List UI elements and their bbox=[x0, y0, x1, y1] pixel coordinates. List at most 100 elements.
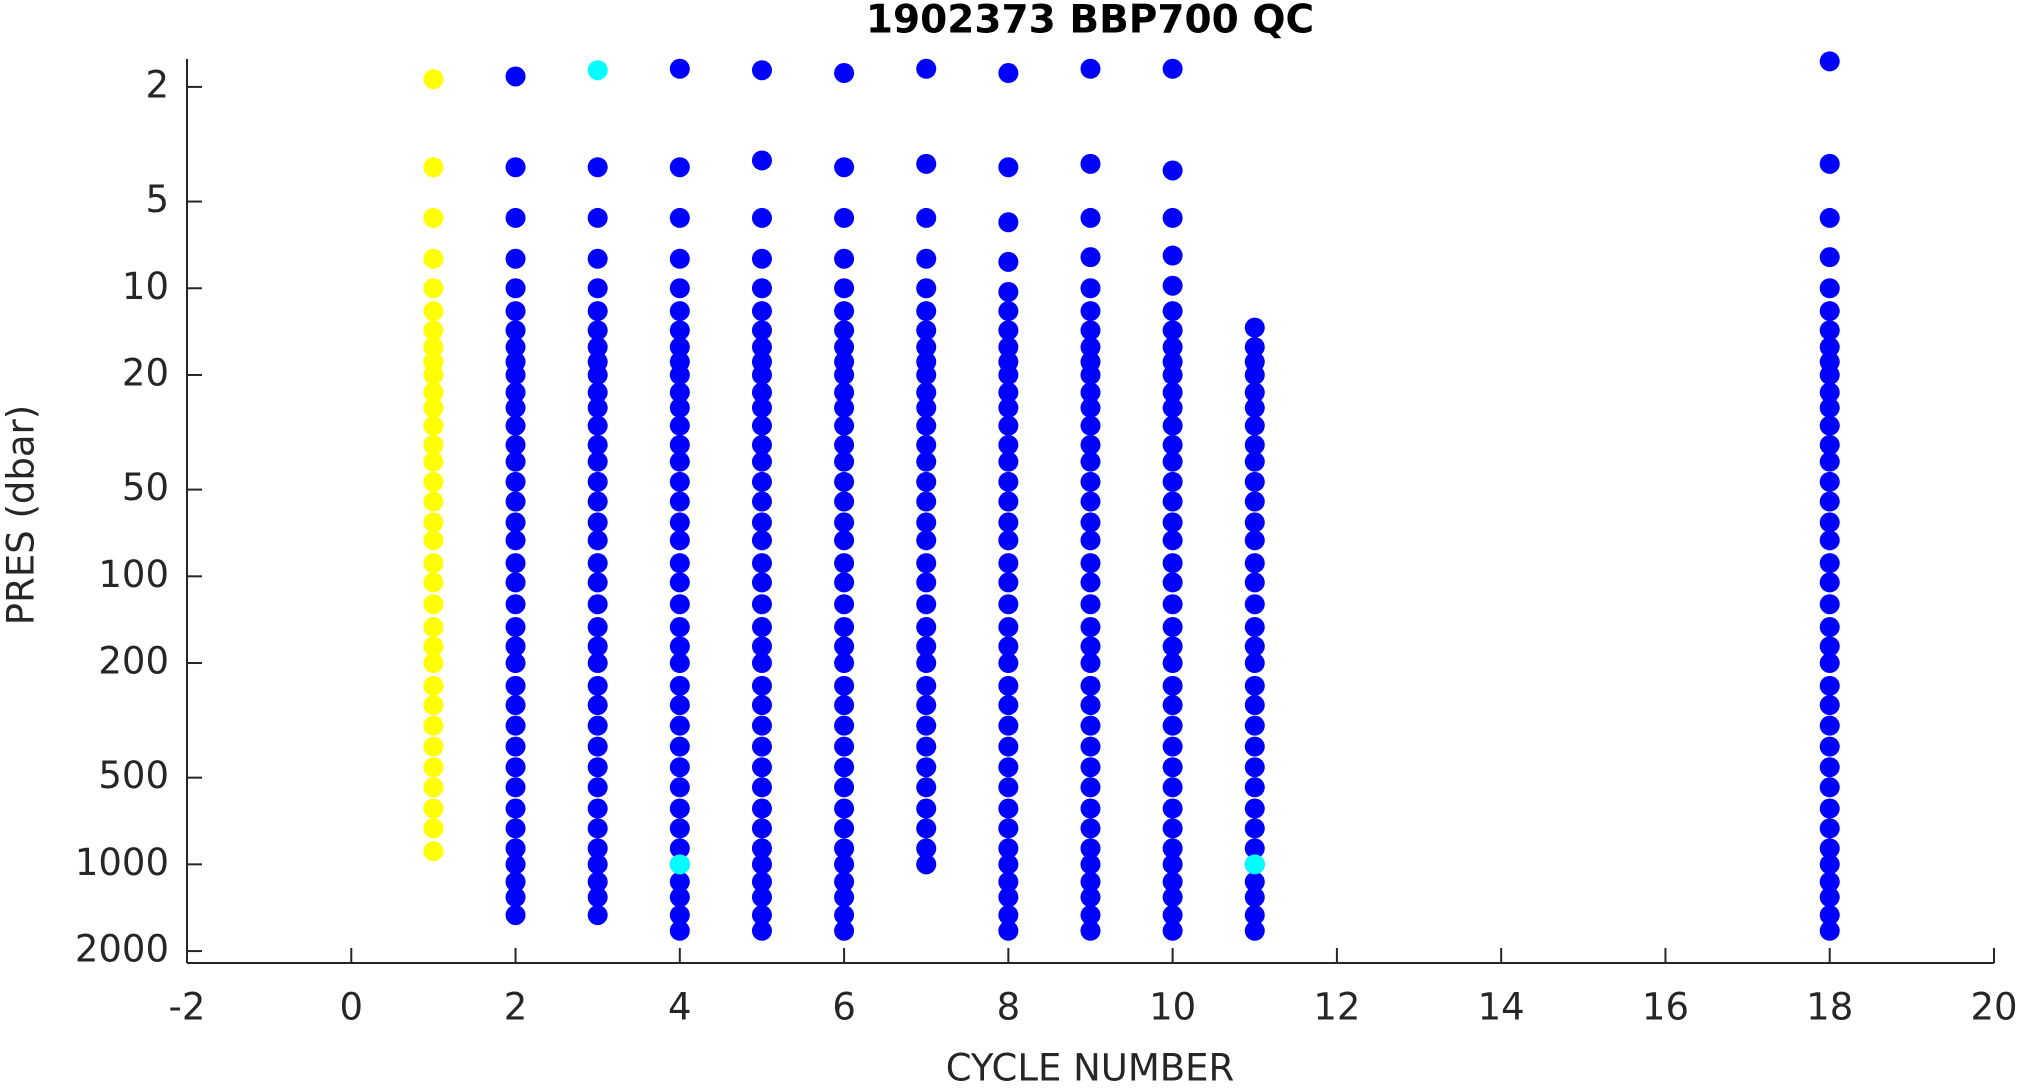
data-point bbox=[669, 434, 690, 455]
data-point bbox=[423, 337, 444, 358]
data-point bbox=[916, 675, 937, 696]
data-point bbox=[1162, 757, 1183, 778]
data-point bbox=[587, 798, 608, 819]
y-tick-label: 2 bbox=[145, 63, 169, 106]
data-point bbox=[423, 777, 444, 798]
data-point bbox=[916, 301, 937, 322]
data-point bbox=[916, 636, 937, 657]
data-point bbox=[834, 871, 855, 892]
x-tick-label: 2 bbox=[504, 986, 528, 1029]
data-point bbox=[423, 415, 444, 436]
data-point bbox=[1080, 397, 1101, 418]
data-point bbox=[1244, 434, 1265, 455]
data-point bbox=[1162, 594, 1183, 615]
data-point bbox=[751, 207, 772, 228]
data-point bbox=[1819, 838, 1840, 859]
data-point bbox=[998, 491, 1019, 512]
x-tick-label: 8 bbox=[997, 986, 1021, 1029]
data-point bbox=[505, 66, 526, 87]
data-point bbox=[751, 715, 772, 736]
data-point bbox=[916, 854, 937, 875]
data-point bbox=[1080, 512, 1101, 533]
data-point bbox=[1819, 636, 1840, 657]
data-point bbox=[1244, 695, 1265, 716]
data-point bbox=[1244, 887, 1265, 908]
data-point bbox=[669, 695, 690, 716]
data-point bbox=[505, 695, 526, 716]
data-point bbox=[505, 157, 526, 178]
data-point bbox=[669, 320, 690, 341]
data-point bbox=[916, 715, 937, 736]
data-point bbox=[669, 471, 690, 492]
data-point bbox=[751, 854, 772, 875]
data-point bbox=[998, 382, 1019, 403]
data-point bbox=[751, 337, 772, 358]
data-point bbox=[1244, 451, 1265, 472]
data-point bbox=[505, 757, 526, 778]
data-point bbox=[423, 397, 444, 418]
x-tick-label: 10 bbox=[1149, 986, 1196, 1029]
data-point bbox=[669, 777, 690, 798]
data-point bbox=[587, 617, 608, 638]
data-point bbox=[916, 415, 937, 436]
data-point bbox=[587, 512, 608, 533]
x-tick-label: 14 bbox=[1478, 986, 1525, 1029]
data-point bbox=[751, 512, 772, 533]
data-point bbox=[587, 415, 608, 436]
data-point bbox=[669, 451, 690, 472]
data-point bbox=[751, 415, 772, 436]
data-point bbox=[751, 530, 772, 551]
data-point bbox=[1244, 653, 1265, 674]
data-point bbox=[423, 491, 444, 512]
data-point bbox=[834, 320, 855, 341]
data-point bbox=[587, 777, 608, 798]
data-point bbox=[587, 572, 608, 593]
data-point bbox=[423, 553, 444, 574]
data-point bbox=[587, 434, 608, 455]
data-point bbox=[505, 653, 526, 674]
data-point bbox=[998, 63, 1019, 84]
data-point bbox=[916, 248, 937, 269]
data-point bbox=[587, 715, 608, 736]
data-point bbox=[1080, 736, 1101, 757]
data-point bbox=[669, 397, 690, 418]
data-point bbox=[587, 530, 608, 551]
data-point bbox=[916, 798, 937, 819]
data-point bbox=[834, 364, 855, 385]
chart-title: 1902373 BBP700 QC bbox=[866, 0, 1314, 43]
data-point bbox=[1819, 871, 1840, 892]
data-point bbox=[1080, 247, 1101, 268]
data-point bbox=[505, 207, 526, 228]
data-point bbox=[998, 757, 1019, 778]
data-point bbox=[505, 905, 526, 926]
data-point bbox=[998, 715, 1019, 736]
data-point bbox=[423, 617, 444, 638]
data-point bbox=[1819, 854, 1840, 875]
data-point bbox=[505, 871, 526, 892]
data-point bbox=[423, 653, 444, 674]
data-point bbox=[587, 320, 608, 341]
data-point bbox=[505, 777, 526, 798]
x-tick-label: 4 bbox=[668, 986, 692, 1029]
data-point bbox=[1080, 854, 1101, 875]
data-point bbox=[669, 675, 690, 696]
data-point bbox=[1819, 337, 1840, 358]
x-axis-label: CYCLE NUMBER bbox=[946, 1047, 1235, 1088]
data-point bbox=[1162, 434, 1183, 455]
data-point bbox=[1080, 818, 1101, 839]
data-point bbox=[669, 207, 690, 228]
data-point bbox=[834, 530, 855, 551]
data-point bbox=[916, 512, 937, 533]
data-point bbox=[998, 871, 1019, 892]
data-point bbox=[834, 337, 855, 358]
data-point bbox=[669, 920, 690, 941]
data-point bbox=[505, 301, 526, 322]
data-point bbox=[751, 471, 772, 492]
data-point bbox=[1080, 471, 1101, 492]
data-point bbox=[1819, 451, 1840, 472]
data-point bbox=[505, 278, 526, 299]
data-point bbox=[1244, 838, 1265, 859]
data-point bbox=[1080, 695, 1101, 716]
data-point bbox=[751, 905, 772, 926]
data-point bbox=[916, 594, 937, 615]
